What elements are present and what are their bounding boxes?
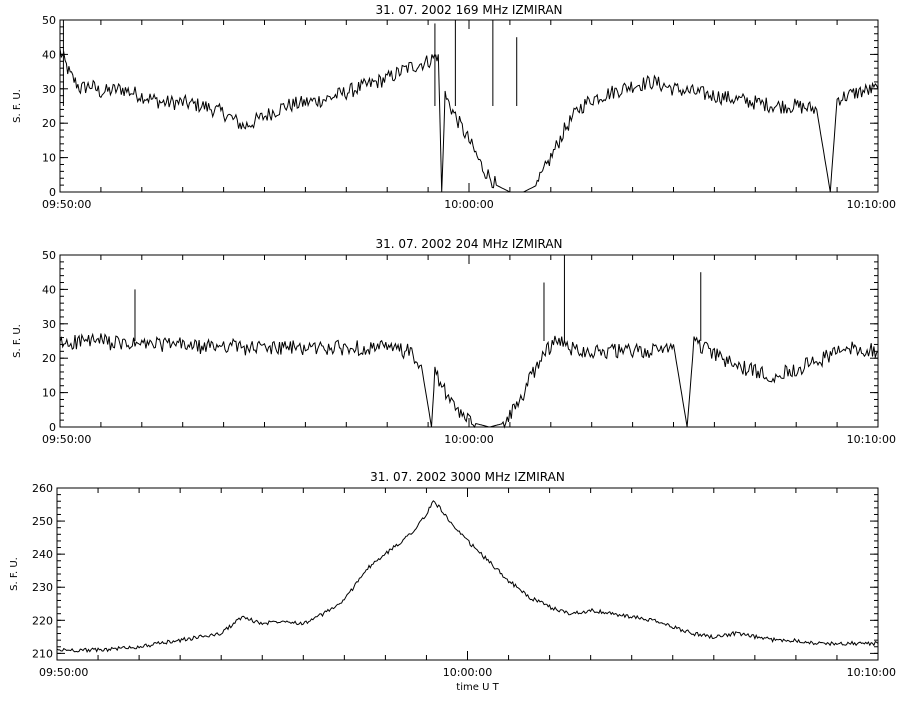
x-tick-label: 09:50:00 [42, 433, 91, 446]
y-tick-label: 210 [32, 647, 53, 660]
series-line [59, 332, 879, 429]
plot-frame [59, 19, 879, 193]
y-tick-label: 50 [42, 249, 56, 262]
y-axis-label: S. F. U. [9, 557, 20, 591]
y-tick-label: 0 [49, 421, 56, 434]
y-tick-label: 20 [42, 117, 56, 130]
x-tick-label: 10:10:00 [847, 433, 896, 446]
y-tick-label: 230 [32, 581, 53, 594]
plot-panel-0: 31. 07. 2002 169 MHz IZMIRAN S. F. U. 0 10 2… [12, 3, 896, 211]
x-tick-label: 10:00:00 [444, 433, 493, 446]
plot-panel-1: 31. 07. 2002 204 MHz IZMIRAN S. F. U. 0 10 2… [12, 237, 896, 446]
y-tick-label: 0 [49, 186, 56, 199]
x-tick-label: 09:50:00 [42, 198, 91, 211]
y-tick-label: 40 [42, 48, 56, 61]
chart-title: 31. 07. 2002 3000 MHz IZMIRAN [370, 470, 565, 484]
y-tick-label: 10 [42, 387, 56, 400]
plot-panel-2: 31. 07. 2002 3000 MHz IZMIRAN S. F. U. 210… [9, 470, 896, 693]
y-tick-label: 220 [32, 614, 53, 627]
y-tick-label: 10 [42, 152, 56, 165]
chart-title: 31. 07. 2002 204 MHz IZMIRAN [375, 237, 562, 251]
y-tick-label: 40 [42, 283, 56, 296]
plot-frame [56, 487, 879, 661]
series-line [59, 48, 879, 193]
x-tick-label: 10:00:00 [444, 198, 493, 211]
x-tick-label: 10:10:00 [847, 198, 896, 211]
x-tick-label: 10:10:00 [847, 666, 896, 679]
y-tick-label: 240 [32, 548, 53, 561]
y-tick-label: 50 [42, 14, 56, 27]
y-tick-label: 20 [42, 352, 56, 365]
x-tick-label: 09:50:00 [39, 666, 88, 679]
y-axis-label: S. F. U. [12, 324, 23, 358]
y-tick-label: 30 [42, 83, 56, 96]
x-tick-label: 10:00:00 [443, 666, 492, 679]
y-tick-label: 30 [42, 318, 56, 331]
chart-title: 31. 07. 2002 169 MHz IZMIRAN [375, 3, 562, 17]
series-line [56, 500, 879, 654]
y-tick-label: 260 [32, 482, 53, 495]
y-axis-label: S. F. U. [12, 89, 23, 123]
x-axis-label: time U T [456, 682, 499, 693]
y-tick-label: 250 [32, 515, 53, 528]
